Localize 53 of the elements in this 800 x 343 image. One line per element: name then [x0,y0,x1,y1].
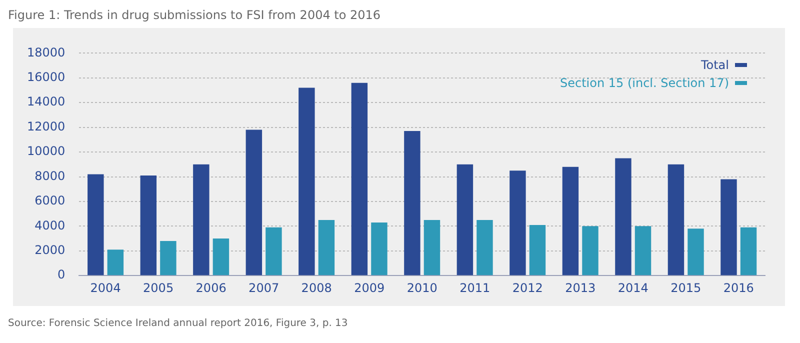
bar [266,227,282,276]
x-tick-label: 2009 [354,280,385,295]
x-tick-label: 2015 [670,280,702,295]
x-tick-label: 2008 [301,280,332,295]
bar [107,250,124,276]
bar [404,131,420,276]
y-tick-label: 2000 [34,243,66,258]
bar [371,222,388,276]
bar [318,220,335,276]
y-tick-label: 0 [58,268,66,282]
bar [193,164,210,276]
x-tick-label: 2011 [460,280,490,295]
bar [212,238,230,276]
y-tick-label: 14000 [26,94,66,109]
bar [88,174,104,276]
x-tick-label: 2013 [565,280,596,295]
bar [140,176,157,276]
bar [615,158,632,276]
legend-label: Total [700,58,729,72]
bar [668,164,684,276]
x-tick-label: 2004 [90,280,121,295]
bar [582,226,598,276]
x-tick-label: 2006 [196,280,226,295]
x-tick-label: 2012 [512,280,543,295]
y-tick-label: 12000 [26,119,66,134]
bar [298,88,315,276]
bar [529,224,546,276]
bar [634,226,652,276]
legend-label: Section 15 (incl. Section 17) [560,76,729,90]
y-tick-label: 10000 [26,144,66,158]
bar [720,179,737,276]
y-tick-label: 4000 [34,218,66,232]
bar [424,220,440,276]
y-tick-label: 18000 [26,45,66,60]
x-tick-label: 2016 [723,280,754,295]
bar [456,164,474,276]
bar [688,228,704,276]
source-note: Source: Forensic Science Ireland annual report 2016, Figure 3, p. 13 [8,318,349,329]
chart-title: Figure 1: Trends in drug submissions to FSI from 2004 to 2016 [8,8,382,22]
y-tick-label: 16000 [26,70,66,84]
bar [740,227,757,276]
y-tick-label: 8000 [34,168,66,183]
y-tick-label: 6000 [34,194,66,208]
bar [246,130,262,276]
bar [160,241,176,276]
x-tick-label: 2007 [248,280,280,295]
x-tick-label: 2014 [618,280,648,295]
x-tick-label: 2005 [143,280,174,295]
bar [476,220,493,276]
bar [351,82,368,276]
x-tick-label: 2010 [406,280,438,295]
bar [510,170,526,276]
bar [562,166,579,276]
